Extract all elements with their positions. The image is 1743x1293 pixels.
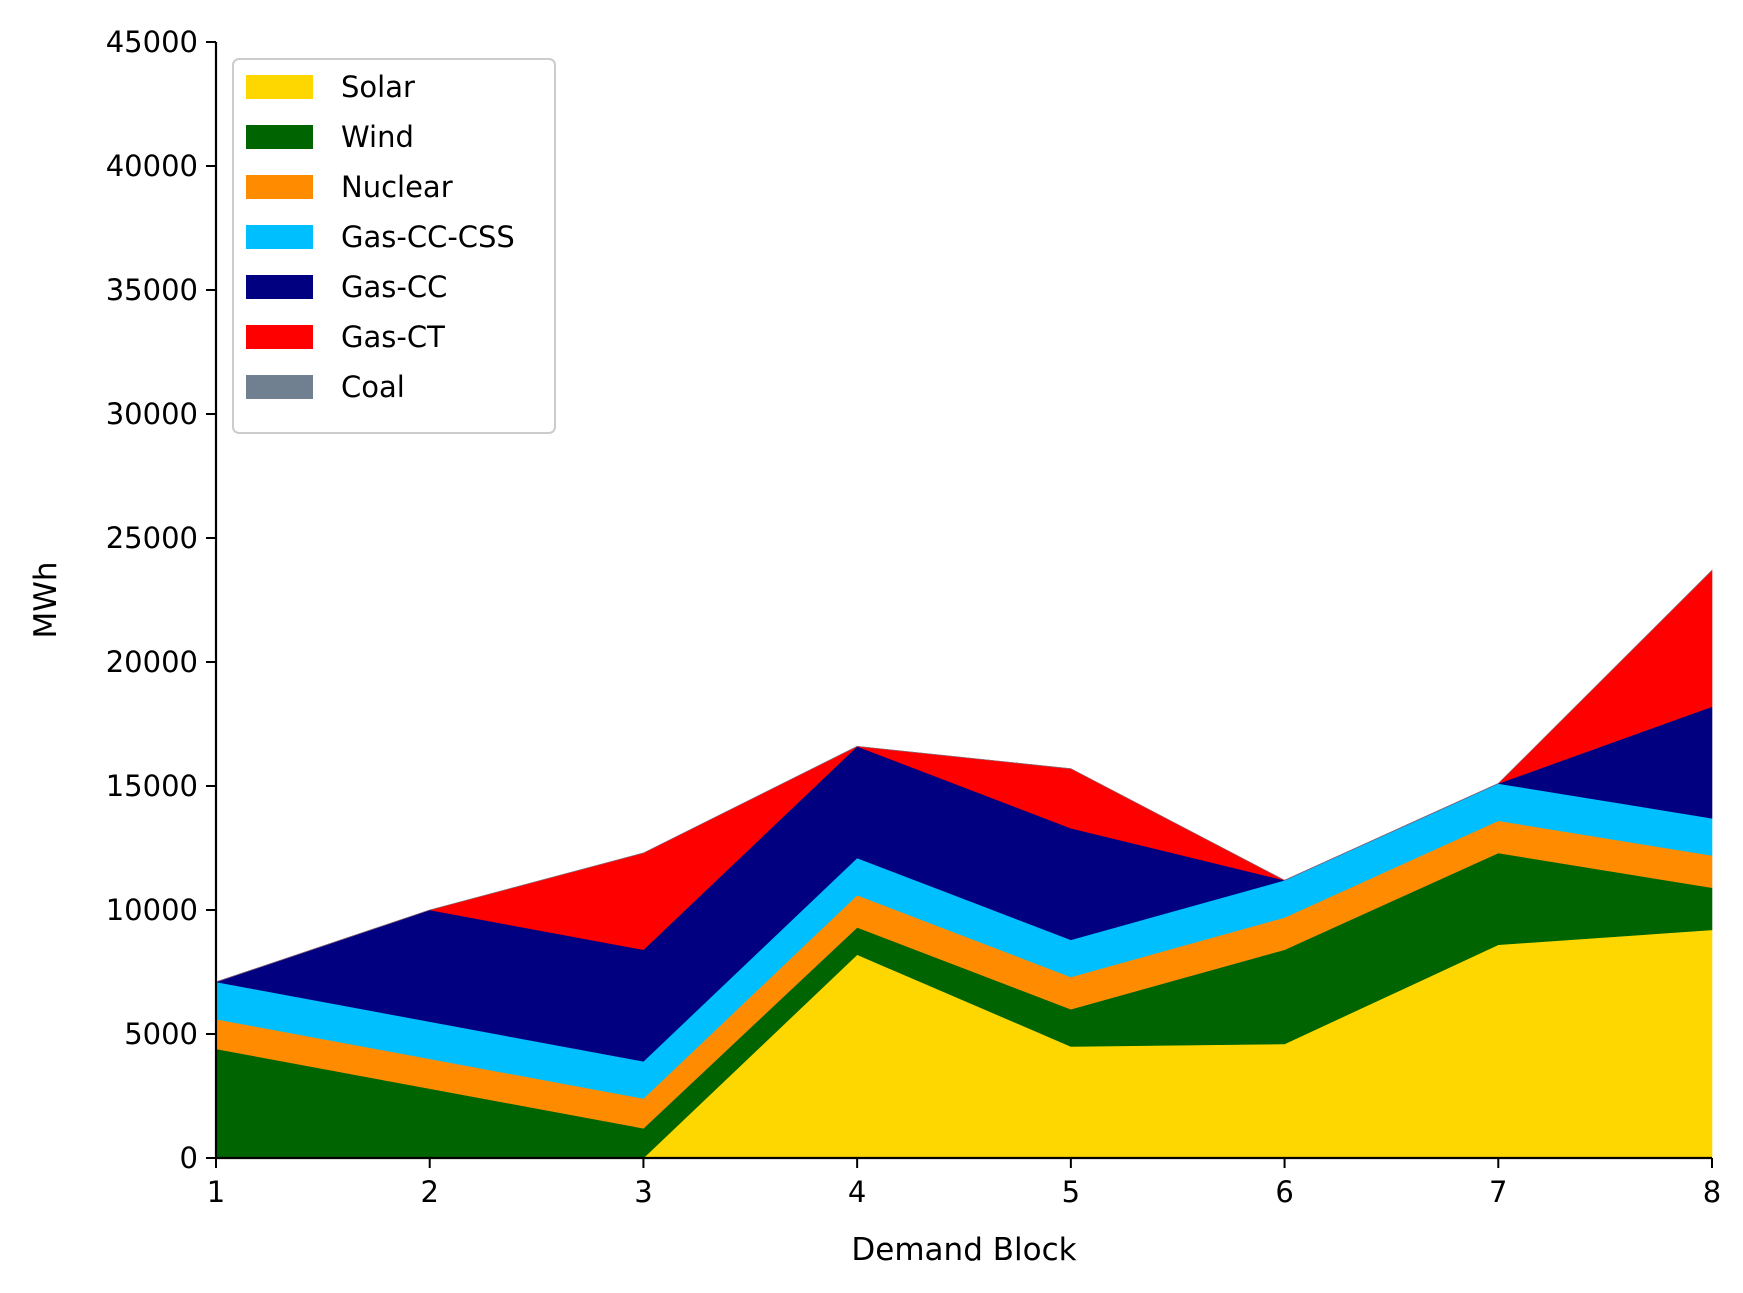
x-tick-label: 6 xyxy=(1275,1175,1293,1209)
x-tick-label: 5 xyxy=(1062,1175,1080,1209)
y-tick-label: 30000 xyxy=(106,397,198,431)
legend-label: Gas-CT xyxy=(341,320,445,354)
axes: 0 5000 10000 15000 20000 25000 30000 35000 40000… xyxy=(106,25,1721,1209)
legend-swatch xyxy=(246,325,313,349)
legend-label: Gas-CC xyxy=(341,270,447,304)
legend-box xyxy=(232,58,556,434)
legend-label: Solar xyxy=(341,70,415,104)
legend-swatch xyxy=(246,125,313,149)
legend-label: Wind xyxy=(341,120,414,154)
x-tick-label: 1 xyxy=(207,1175,225,1209)
legend-label: Nuclear xyxy=(341,170,453,204)
y-axis-label: MWh xyxy=(28,561,64,638)
y-tick-label: 20000 xyxy=(106,645,198,679)
y-tick-label: 40000 xyxy=(106,149,198,183)
y-ticks: 0 5000 10000 15000 20000 25000 30000 35000 40000… xyxy=(106,25,216,1175)
legend-label: Coal xyxy=(341,370,405,404)
x-ticks: 1 2 3 4 5 6 7 8 xyxy=(207,1158,1721,1209)
x-tick-label: 7 xyxy=(1489,1175,1507,1209)
y-tick-label: 10000 xyxy=(106,893,198,927)
legend-swatch xyxy=(246,275,313,299)
y-tick-label: 35000 xyxy=(106,273,198,307)
x-tick-label: 2 xyxy=(420,1175,438,1209)
y-tick-label: 15000 xyxy=(106,769,198,803)
area-layers xyxy=(214,569,1713,1159)
legend-swatch xyxy=(246,75,313,99)
legend: Solar Wind Nuclear Gas-CC-CSS Gas-CC Gas-CT Co… xyxy=(232,58,556,434)
legend-label: Gas-CC-CSS xyxy=(341,220,515,254)
y-tick-label: 25000 xyxy=(106,521,198,555)
y-tick-label: 5000 xyxy=(124,1017,198,1051)
legend-swatch xyxy=(246,225,313,249)
legend-swatch xyxy=(246,175,313,199)
x-tick-label: 3 xyxy=(634,1175,652,1209)
x-tick-label: 8 xyxy=(1703,1175,1721,1209)
x-tick-label: 4 xyxy=(848,1175,866,1209)
legend-swatch xyxy=(246,375,313,399)
area-coal xyxy=(215,570,1713,983)
x-axis-label: Demand Block xyxy=(851,1232,1076,1268)
y-tick-label: 45000 xyxy=(106,25,198,59)
y-tick-label: 0 xyxy=(180,1141,198,1175)
